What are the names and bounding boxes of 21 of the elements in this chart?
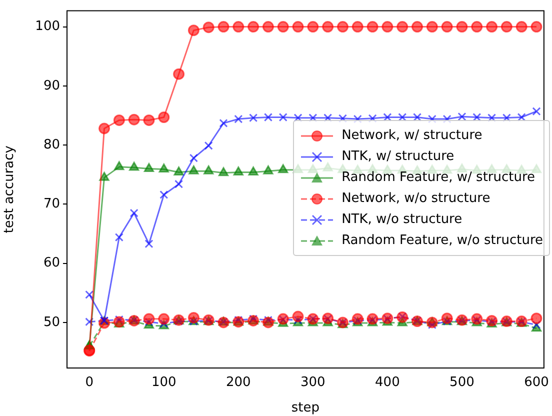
y-tick-label: 80 [43, 137, 60, 152]
x-tick-label: 500 [450, 375, 474, 390]
x-tick-label: 200 [226, 375, 251, 390]
legend-label: Network, w/o structure [342, 191, 490, 206]
legend-label: Random Feature, w/o structure [342, 233, 543, 248]
x-axis-title: step [291, 400, 320, 416]
y-tick-label: 50 [43, 314, 60, 330]
legend-label: NTK, w/ structure [342, 149, 454, 164]
x-tick-label: 300 [300, 375, 326, 390]
x-tick-label: 100 [151, 375, 176, 390]
y-axis-title: test accuracy [2, 145, 18, 234]
y-tick-label: 70 [43, 196, 60, 212]
y-tick-label: 90 [43, 78, 60, 94]
legend-label: NTK, w/o structure [342, 212, 462, 227]
y-tick-label: 100 [35, 19, 60, 34]
x-tick-label: 400 [375, 375, 400, 390]
y-tick-label: 60 [43, 256, 60, 271]
legend-label: Network, w/ structure [342, 128, 482, 143]
x-tick-label: 0 [85, 375, 94, 390]
legend-label: Random Feature, w/ structure [342, 170, 536, 185]
x-tick-label: 600 [524, 375, 549, 390]
